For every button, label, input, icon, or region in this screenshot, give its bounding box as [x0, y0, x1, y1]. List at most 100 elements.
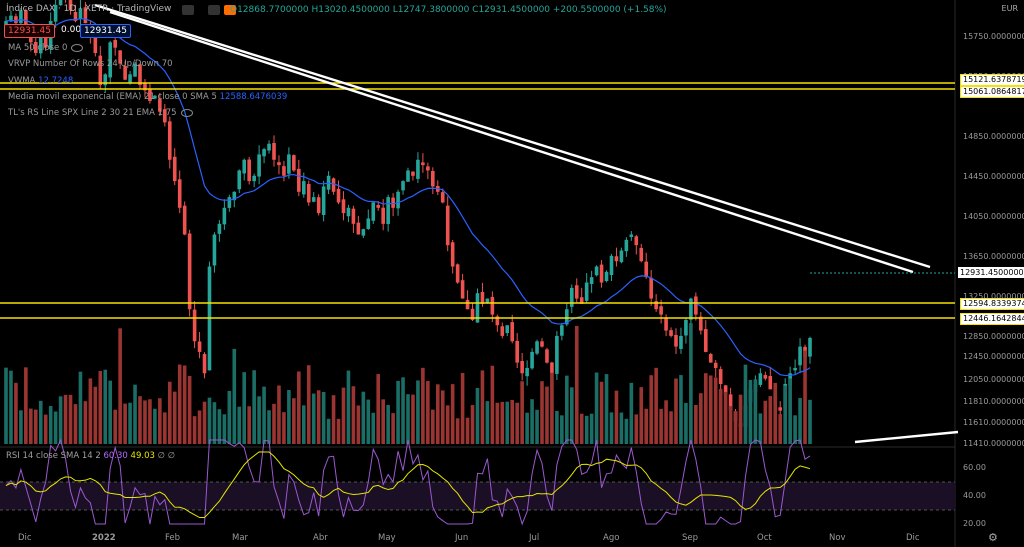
volume-bar: [470, 405, 475, 444]
eye-icon[interactable]: [71, 43, 84, 52]
volume-bar: [574, 325, 579, 444]
volume-bar: [321, 391, 326, 444]
candle-body: [450, 242, 455, 267]
candle-body: [187, 233, 192, 310]
volume-bar: [143, 400, 147, 444]
candle-body: [78, 8, 83, 19]
volume-bar: [609, 412, 614, 444]
volume-bar: [306, 365, 311, 444]
candle-body: [38, 37, 43, 54]
volume-bar: [43, 414, 48, 444]
volume-bar: [475, 387, 480, 444]
volume-bar: [133, 384, 137, 444]
candle-body: [321, 186, 326, 215]
volume-bar: [153, 408, 157, 444]
trendline-upper: [94, 3, 931, 269]
x-tick-label: May: [378, 533, 396, 543]
volume-bar: [664, 400, 668, 444]
volume-bar: [53, 411, 58, 444]
candle-body: [202, 354, 207, 374]
volume-bar: [346, 370, 351, 444]
candle-body: [311, 197, 316, 202]
indicator-ma[interactable]: MA 50 close 0: [8, 43, 84, 53]
volume-bar: [540, 381, 544, 444]
volume-bar: [599, 381, 604, 444]
candle-body: [257, 154, 261, 177]
volume-bar: [594, 372, 599, 444]
volume-bar: [659, 408, 663, 444]
indicator-vwma[interactable]: VWMA 12.7248: [8, 76, 74, 86]
volume-bar: [401, 377, 405, 444]
candle-body: [629, 234, 634, 237]
volume-bar: [4, 367, 8, 444]
candle-body: [316, 197, 321, 214]
candle-body: [470, 308, 475, 320]
volume-bar: [510, 400, 515, 444]
indicator-rs-line[interactable]: TL's RS Line SPX Line 2 30 21 EMA 1 75: [8, 108, 193, 118]
candle-body: [356, 222, 361, 235]
candle-body: [341, 199, 346, 214]
rsi-legend[interactable]: RSI 14 close SMA 14 2 60.30 49.03 ∅ ∅: [6, 451, 176, 461]
volume-bar: [560, 415, 564, 444]
volume-bar: [351, 386, 356, 444]
delay-badge-icon[interactable]: [224, 5, 236, 15]
trendline-rsi: [854, 430, 959, 444]
candle-body: [708, 353, 713, 363]
candle-body: [83, 7, 88, 24]
candle-body: [684, 319, 688, 336]
candle-body: [555, 335, 559, 374]
volume-bar: [684, 402, 688, 444]
indicator-ema[interactable]: Media movil exponencial (EMA) 21 close 0…: [8, 92, 288, 102]
candle-body: [24, 10, 28, 27]
volume-bar: [103, 369, 108, 444]
indicator-vrvp[interactable]: VRVP Number Of Rows 24 Up/Down 70: [8, 59, 173, 69]
volume-bar: [674, 378, 678, 444]
candle-body: [292, 155, 296, 171]
y-tick-label: 13250.0000000: [963, 292, 1024, 301]
candle-body: [644, 261, 649, 278]
eye-icon[interactable]: [180, 108, 193, 117]
volume-bar: [192, 416, 197, 444]
candle-body: [118, 50, 122, 64]
ask-button[interactable]: 12931.45: [80, 24, 131, 38]
volume-bar: [177, 364, 182, 444]
candle-body: [148, 88, 152, 102]
y-tick-label: 11610.0000000: [963, 418, 1024, 427]
candle-body: [177, 179, 182, 208]
volume-bar: [19, 410, 23, 444]
volume-bar: [748, 379, 753, 444]
symbol-title[interactable]: Índice DAX · 1D · XETR · TradingView: [6, 4, 172, 14]
candle-body: [515, 340, 519, 363]
candle-body: [421, 162, 425, 166]
candle-body: [778, 407, 783, 411]
candle-body: [584, 282, 589, 301]
flag-icon[interactable]: [182, 5, 194, 15]
volume-bar: [713, 377, 718, 444]
volume-bar: [282, 412, 286, 444]
candle-body: [579, 297, 584, 304]
volume-bar: [798, 397, 802, 444]
candle-body: [565, 309, 569, 325]
candle-body: [540, 341, 544, 347]
candle-body: [123, 65, 127, 80]
volume-bar: [416, 380, 420, 444]
eye-icon[interactable]: [208, 5, 220, 15]
volume-bar: [530, 399, 534, 444]
volume-bar: [336, 418, 341, 444]
candle-body: [634, 236, 639, 246]
volume-bar: [480, 370, 485, 444]
candle-body: [500, 326, 505, 336]
candle-body: [4, 20, 8, 26]
candle-body: [426, 166, 430, 171]
candle-body: [758, 373, 763, 385]
volume-bar: [738, 394, 743, 444]
volume-bar: [93, 386, 98, 444]
bid-button[interactable]: 12931.45: [4, 24, 55, 38]
candle-body: [525, 367, 529, 377]
candle-body: [262, 149, 266, 157]
candle-body: [138, 64, 142, 86]
settings-icon[interactable]: ⚙: [988, 531, 998, 544]
volume-bar: [386, 404, 390, 444]
candle-body: [431, 170, 435, 187]
